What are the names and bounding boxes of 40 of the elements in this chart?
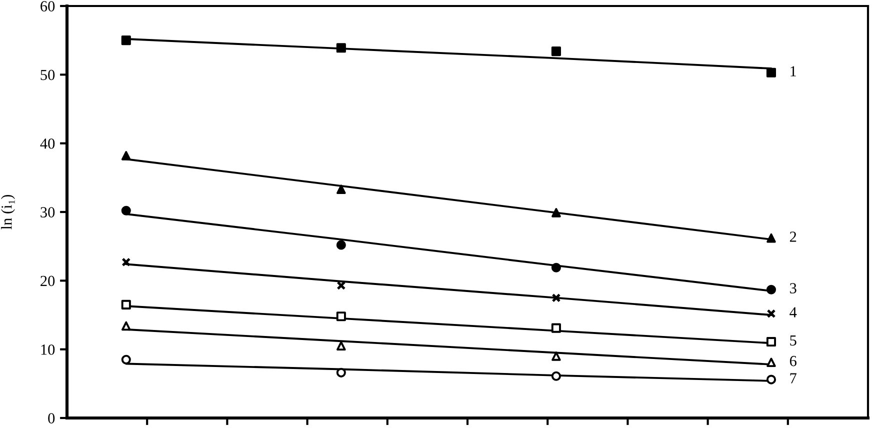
y-tick-label: 40 (40, 138, 55, 149)
series-label: 2 (790, 232, 796, 242)
point (121, 36, 131, 46)
point (766, 374, 776, 384)
point (121, 354, 131, 364)
point (766, 337, 776, 347)
point (766, 358, 776, 368)
y-tick-label: 0 (48, 413, 55, 424)
series-label: 3 (790, 283, 796, 294)
point (551, 262, 561, 272)
point (336, 312, 346, 322)
y-tick-label: 20 (40, 276, 55, 286)
point (551, 323, 561, 333)
point (336, 43, 346, 53)
y-tick-label: 60 (40, 1, 55, 12)
point (336, 341, 346, 351)
point (552, 208, 561, 218)
point (336, 240, 346, 250)
series-label: 6 (790, 356, 796, 366)
point (766, 284, 776, 294)
point (121, 300, 131, 310)
point (552, 352, 561, 361)
point (121, 151, 131, 160)
point (766, 68, 776, 78)
point (551, 46, 561, 56)
series-label: 5 (790, 335, 796, 346)
series-label: 1 (790, 66, 796, 76)
point (766, 233, 776, 243)
series-label: 7 (790, 373, 796, 384)
y-tick-label: 50 (40, 70, 55, 80)
point (336, 368, 346, 378)
y-tick-label: 10 (41, 344, 55, 355)
y-tick-label: 30 (40, 207, 55, 218)
point (551, 371, 561, 381)
point (121, 206, 131, 216)
y-axis-title: ln (i₁) (1, 194, 15, 230)
point (336, 184, 346, 194)
point (552, 293, 561, 302)
point (121, 321, 131, 331)
series-label: 4 (790, 307, 797, 318)
